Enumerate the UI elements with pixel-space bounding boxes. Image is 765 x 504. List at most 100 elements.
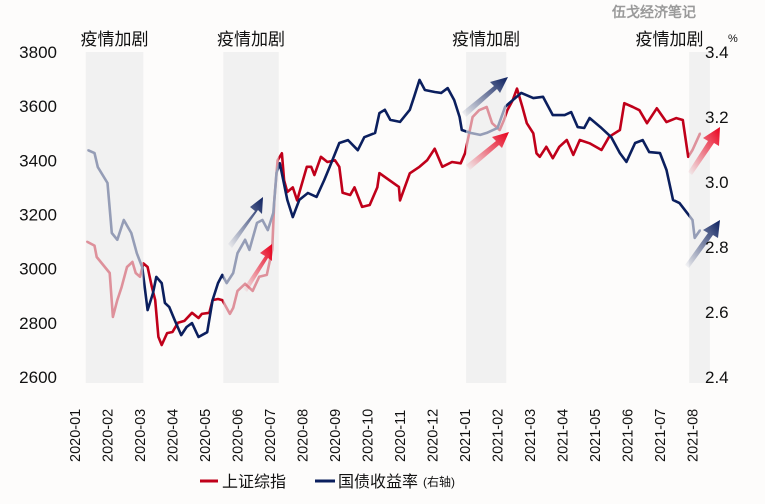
data-point: [338, 142, 341, 144]
data-point: [211, 299, 214, 301]
data-point: [659, 152, 661, 154]
data-point: [217, 282, 219, 284]
data-point: [368, 204, 371, 206]
x-axis-tick-label: 2020-04: [166, 409, 182, 462]
data-point: [625, 160, 628, 163]
data-point: [506, 109, 509, 112]
data-point: [310, 165, 313, 168]
shaded-period-label: 疫情加剧: [452, 30, 520, 49]
x-axis-tick-label: 2020-03: [133, 409, 149, 462]
data-point: [334, 159, 336, 162]
data-point: [433, 147, 436, 150]
data-point: [460, 129, 463, 131]
data-point: [525, 122, 528, 125]
data-point: [378, 172, 381, 174]
right-axis-tick-label: 2.6: [705, 303, 729, 322]
data-point: [173, 319, 176, 322]
legend-label-right-axis-note: (右轴): [423, 474, 455, 489]
data-point: [320, 155, 322, 158]
data-point: [160, 282, 163, 284]
x-axis-tick-label: 2020-12: [426, 409, 442, 462]
data-point: [532, 97, 535, 100]
data-point: [286, 198, 289, 201]
data-point: [464, 152, 466, 155]
data-point: [328, 166, 331, 168]
data-point: [221, 299, 224, 301]
data-point: [356, 149, 359, 152]
data-point: [453, 99, 456, 101]
data-point: [619, 152, 621, 154]
data-point: [155, 276, 158, 278]
data-point: [535, 152, 538, 155]
data-point: [146, 309, 149, 311]
data-point: [326, 161, 329, 163]
x-axis-tick-label: 2020-10: [361, 409, 377, 462]
left-axis-tick-label: 3000: [19, 260, 57, 279]
shaded-period-label: 疫情加剧: [636, 30, 704, 49]
data-point: [154, 299, 157, 301]
data-point: [221, 274, 224, 276]
data-point: [542, 95, 544, 98]
data-point: [378, 112, 381, 114]
red-up-arrow-icon: [466, 132, 509, 170]
data-point: [588, 142, 591, 145]
red-up-arrow-icon: [688, 127, 720, 175]
data-point: [191, 311, 193, 314]
data-point: [578, 139, 581, 141]
data-point: [576, 126, 579, 128]
data-point: [313, 174, 316, 176]
data-point: [278, 162, 281, 165]
left-axis-tick-label: 3200: [19, 206, 57, 225]
series-line-shanghai: [86, 87, 702, 347]
legend-label-bond-yield: 国债收益率: [338, 473, 418, 491]
data-point: [413, 95, 415, 98]
data-point: [157, 336, 160, 338]
data-point: [298, 198, 301, 201]
data-point: [418, 165, 421, 168]
data-point: [451, 161, 453, 163]
data-point: [646, 122, 648, 125]
data-point: [180, 334, 183, 336]
data-point: [166, 332, 168, 335]
data-point: [459, 162, 462, 165]
data-point: [458, 116, 461, 118]
data-point: [446, 87, 449, 89]
legend: 上证综指 国债收益率 (右轴): [200, 473, 455, 491]
blue-up-arrow-icon: [685, 220, 720, 268]
data-point: [164, 302, 166, 304]
shaded-period-label: 疫情加剧: [217, 30, 285, 49]
left-axis-tick-label: 3800: [19, 43, 57, 62]
data-point: [583, 127, 586, 129]
data-point: [678, 202, 681, 205]
data-point: [521, 106, 524, 108]
data-point: [408, 172, 411, 175]
data-point: [315, 196, 318, 198]
data-point: [291, 216, 294, 219]
x-axis-tick-label: 2020-01: [68, 409, 84, 462]
data-point: [426, 159, 428, 162]
data-point: [665, 169, 668, 171]
data-point: [363, 136, 366, 139]
data-point: [197, 317, 200, 319]
x-axis-tick-label: 2021-05: [588, 409, 604, 462]
trend-arrows: [228, 77, 720, 292]
data-point: [338, 165, 341, 168]
data-point: [638, 109, 641, 112]
data-point: [160, 344, 163, 346]
data-point: [520, 92, 523, 94]
data-point: [217, 298, 219, 300]
data-point: [341, 191, 344, 194]
series-line-bond-yield: [87, 78, 702, 339]
data-point: [516, 87, 518, 90]
x-axis-tick-label: 2020-08: [296, 409, 312, 462]
x-axis-tick-label: 2021-03: [523, 409, 539, 462]
x-axis-tick-label: 2021-04: [556, 409, 572, 462]
data-point: [296, 199, 298, 202]
data-point: [307, 192, 309, 194]
data-point: [655, 107, 658, 110]
data-point: [152, 292, 154, 295]
data-point: [200, 312, 203, 315]
x-axis-tick-label: 2021-06: [621, 409, 637, 462]
data-point: [634, 142, 636, 144]
